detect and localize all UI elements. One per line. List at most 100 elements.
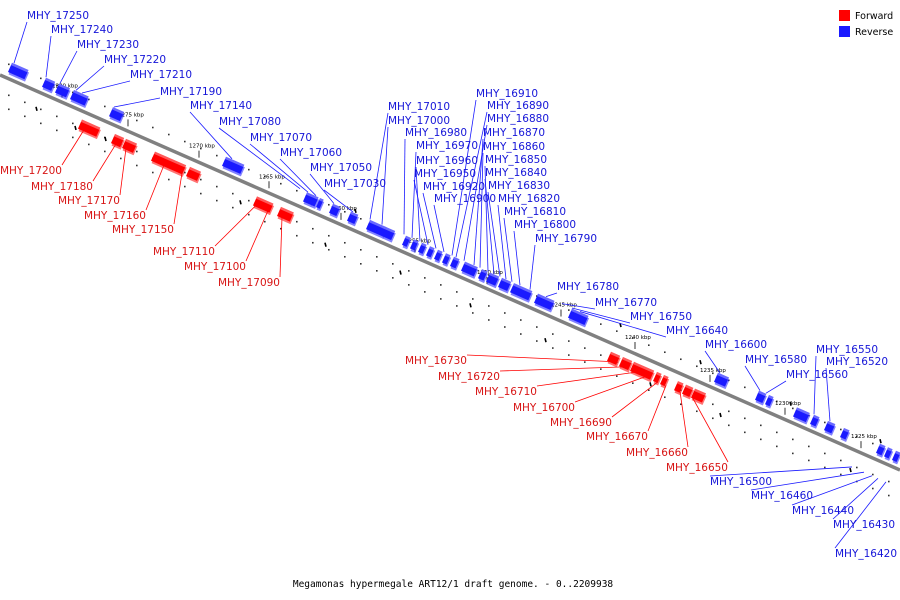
track-dot: [136, 164, 138, 167]
gene-label: MHY_16600: [705, 339, 767, 351]
track-dot: [824, 452, 826, 455]
track-dot: [888, 480, 890, 483]
gene-label: MHY_17010: [388, 101, 450, 113]
track-dot: [888, 494, 890, 497]
track-dot: [200, 192, 202, 195]
track-dot: [296, 234, 298, 237]
leader-line: [679, 391, 689, 448]
track-dot: [616, 330, 618, 332]
gene-label: MHY_17200: [0, 165, 62, 177]
track-dot: [744, 431, 746, 434]
forward-gene-block: [659, 374, 670, 389]
track-dot: [712, 403, 714, 406]
tick-label: 1235 kbp: [700, 368, 726, 374]
leader-line: [415, 166, 421, 242]
track-dot: [856, 466, 858, 469]
track-dot: [808, 445, 810, 448]
feature-dash: [719, 412, 722, 418]
dash-marks: [35, 106, 882, 473]
leader-line: [765, 380, 787, 394]
gene-label: MHY_16890: [487, 100, 549, 112]
track-dot: [184, 171, 186, 174]
track-dot: [344, 241, 346, 244]
feature-dash: [544, 338, 547, 343]
gene-label: MHY_16780: [557, 281, 619, 293]
feature-dash: [649, 382, 652, 387]
track-dot: [600, 323, 602, 325]
track-dot: [488, 319, 490, 321]
track-dot: [440, 298, 442, 300]
track-dot: [232, 206, 234, 209]
leader-line: [411, 151, 417, 238]
track-dot: [120, 157, 122, 160]
track-dot: [840, 473, 842, 476]
leader-line: [574, 376, 647, 403]
leader-line: [545, 292, 558, 298]
gene-label: MHY_17000: [388, 115, 450, 127]
leader-line: [611, 381, 659, 418]
track-dot: [536, 340, 538, 342]
track-dot: [840, 459, 842, 462]
reverse-gene-block: [449, 256, 461, 271]
leader-line: [704, 350, 721, 374]
reverse-gene-block: [346, 211, 359, 227]
track-dot: [360, 263, 362, 265]
track-dot: [312, 241, 314, 244]
reverse-gene-block: [221, 156, 245, 177]
reverse-gene-block: [477, 269, 489, 284]
track-dot: [696, 410, 698, 413]
feature-dash: [399, 270, 402, 275]
gene-label: MHY_16950: [414, 168, 476, 180]
track-dot: [648, 344, 650, 346]
reverse-gene-block: [425, 246, 436, 260]
track-dot: [56, 115, 58, 118]
track-dot: [392, 263, 394, 265]
reverse-gene-block: [417, 242, 428, 257]
forward-gene-block: [618, 356, 633, 373]
track-dot: [600, 368, 602, 370]
leader-line: [825, 367, 831, 422]
track-dot: [632, 382, 634, 384]
leader-line: [466, 354, 613, 362]
track-dot: [360, 218, 362, 220]
forward-gene-block: [121, 138, 138, 156]
track-dot: [712, 372, 714, 375]
track-dot: [552, 347, 554, 349]
reverse-gene-block: [792, 407, 811, 425]
reverse-gene-block: [7, 62, 30, 82]
leader-line: [484, 178, 495, 274]
leader-line: [214, 205, 257, 247]
track-dot: [456, 305, 458, 307]
gene-label: MHY_17240: [51, 24, 113, 36]
leader-line: [369, 112, 389, 220]
leader-line: [422, 192, 437, 249]
leader-line: [245, 210, 269, 262]
track-dot: [344, 255, 346, 258]
genome-caption: Megamonas hypermegale ART12/1 draft geno…: [293, 579, 614, 590]
track-dot: [360, 249, 362, 251]
gene-label: MHY_16710: [475, 386, 537, 398]
reverse-gene-block: [485, 272, 500, 289]
track-dot: [872, 487, 874, 490]
track-dot: [200, 178, 202, 181]
track-dot: [824, 421, 826, 424]
gene-label: MHY_16830: [488, 180, 550, 192]
track-dot: [328, 234, 330, 237]
leader-line: [744, 365, 761, 391]
feature-dash: [789, 401, 792, 406]
gene-label: MHY_16790: [535, 233, 597, 245]
leader-line: [92, 143, 117, 182]
track-dot: [584, 361, 586, 363]
leader-line: [323, 189, 354, 213]
leader-line: [279, 216, 283, 278]
reverse-gene-block: [754, 390, 767, 406]
tick-label: 1245 kbp: [551, 302, 577, 308]
reverse-gene-block: [839, 427, 851, 442]
track-dot: [872, 473, 874, 476]
track-dot: [280, 182, 282, 185]
leader-line: [218, 127, 301, 189]
track-dot: [56, 129, 58, 132]
gene-label: MHY_17100: [184, 261, 246, 273]
tick-label: 1270 kbp: [189, 144, 215, 150]
leader-line: [309, 173, 335, 204]
